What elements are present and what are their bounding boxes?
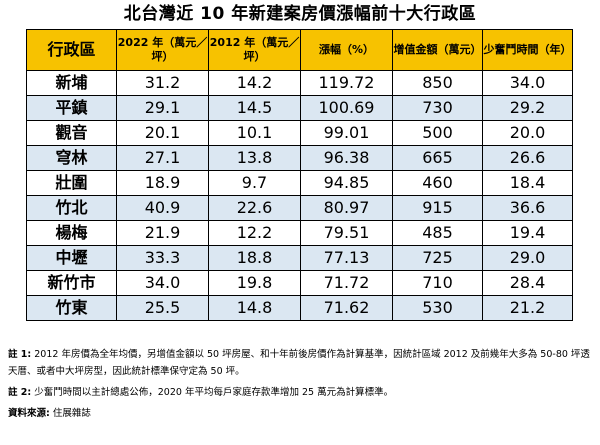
district-cell: 新竹市 (26, 270, 117, 296)
increase-rate-cell: 71.72 (300, 270, 393, 296)
table-body: 新埔 31.2 14.2 119.72 850 34.0 平鎮 29.1 14.5 100.69 7… (26, 70, 573, 321)
increase-rate-cell: 94.85 (300, 170, 393, 196)
value-gain-cell: 500 (392, 120, 483, 146)
price-2012-cell: 14.2 (208, 70, 301, 96)
increase-rate-cell: 119.72 (300, 70, 393, 96)
district-cell: 竹東 (26, 295, 117, 321)
district-cell: 觀音 (26, 120, 117, 146)
increase-rate-cell: 100.69 (300, 95, 393, 121)
value-gain-cell: 725 (392, 245, 483, 271)
price-2022-cell: 18.9 (116, 170, 209, 196)
header-price-2012: 2012 年（萬元／坪） (208, 29, 301, 71)
years-saved-cell: 29.0 (482, 245, 573, 271)
price-2012-cell: 22.6 (208, 195, 301, 221)
district-cell: 平鎮 (26, 95, 117, 121)
price-2022-cell: 27.1 (116, 145, 209, 171)
table-row: 新竹市 34.0 19.8 71.72 710 28.4 (26, 270, 573, 296)
source-text: 住展雜誌 (52, 408, 91, 419)
page-title: 北台灣近 10 年新建案房價漲幅前十大行政區 (123, 4, 477, 24)
value-gain-cell: 485 (392, 220, 483, 246)
years-saved-cell: 28.4 (482, 270, 573, 296)
table-row: 中壢 33.3 18.8 77.13 725 29.0 (26, 245, 573, 271)
table-row: 竹北 40.9 22.6 80.97 915 36.6 (26, 195, 573, 221)
district-cell: 穹林 (26, 145, 117, 171)
years-saved-cell: 29.2 (482, 95, 573, 121)
header-value-gain: 增值金額（萬元） (392, 29, 483, 71)
value-gain-cell: 710 (392, 270, 483, 296)
price-increase-table: 行政區 2022 年（萬元／坪） 2012 年（萬元／坪） 漲幅（%） 增值金額… (26, 29, 573, 321)
district-cell: 竹北 (26, 195, 117, 221)
footnote-2-text: 少奮鬥時間以主計總處公佈，2020 年平均每戶家庭存款準增加 25 萬元為計算標… (34, 387, 394, 398)
price-2012-cell: 19.8 (208, 270, 301, 296)
increase-rate-cell: 71.62 (300, 295, 393, 321)
years-saved-cell: 20.0 (482, 120, 573, 146)
source-label: 資料來源: (8, 408, 50, 419)
price-2022-cell: 34.0 (116, 270, 209, 296)
value-gain-cell: 730 (392, 95, 483, 121)
header-increase-rate: 漲幅（%） (300, 29, 393, 71)
price-2012-cell: 13.8 (208, 145, 301, 171)
price-2022-cell: 20.1 (116, 120, 209, 146)
price-2012-cell: 14.5 (208, 95, 301, 121)
footnotes: 註 1: 2012 年房價為全年均價，另增值金額以 50 坪房屋、和十年前後房價… (8, 346, 594, 422)
increase-rate-cell: 80.97 (300, 195, 393, 221)
footnote-2-label: 註 2: (8, 387, 32, 398)
table-row: 新埔 31.2 14.2 119.72 850 34.0 (26, 70, 573, 96)
table-header-row: 行政區 2022 年（萬元／坪） 2012 年（萬元／坪） 漲幅（%） 增值金額… (26, 29, 573, 71)
increase-rate-cell: 99.01 (300, 120, 393, 146)
header-years-saved: 少奮鬥時間（年） (482, 29, 573, 71)
price-2022-cell: 21.9 (116, 220, 209, 246)
value-gain-cell: 530 (392, 295, 483, 321)
price-2012-cell: 9.7 (208, 170, 301, 196)
district-cell: 中壢 (26, 245, 117, 271)
table-row: 壯圍 18.9 9.7 94.85 460 18.4 (26, 170, 573, 196)
table-row: 平鎮 29.1 14.5 100.69 730 29.2 (26, 95, 573, 121)
years-saved-cell: 18.4 (482, 170, 573, 196)
years-saved-cell: 34.0 (482, 70, 573, 96)
years-saved-cell: 21.2 (482, 295, 573, 321)
price-2012-cell: 18.8 (208, 245, 301, 271)
price-2022-cell: 25.5 (116, 295, 209, 321)
table-row: 觀音 20.1 10.1 99.01 500 20.0 (26, 120, 573, 146)
value-gain-cell: 915 (392, 195, 483, 221)
table-row: 竹東 25.5 14.8 71.62 530 21.2 (26, 295, 573, 321)
price-2022-cell: 40.9 (116, 195, 209, 221)
price-2012-cell: 12.2 (208, 220, 301, 246)
increase-rate-cell: 96.38 (300, 145, 393, 171)
value-gain-cell: 850 (392, 70, 483, 96)
increase-rate-cell: 77.13 (300, 245, 393, 271)
years-saved-cell: 19.4 (482, 220, 573, 246)
price-2012-cell: 14.8 (208, 295, 301, 321)
header-district: 行政區 (26, 29, 117, 71)
table-row: 楊梅 21.9 12.2 79.51 485 19.4 (26, 220, 573, 246)
price-2012-cell: 10.1 (208, 120, 301, 146)
price-2022-cell: 33.3 (116, 245, 209, 271)
district-cell: 新埔 (26, 70, 117, 96)
footnote-1-text: 2012 年房價為全年均價，另增值金額以 50 坪房屋、和十年前後房價作為計算基… (8, 349, 590, 377)
footnote-1: 註 1: 2012 年房價為全年均價，另增值金額以 50 坪房屋、和十年前後房價… (8, 346, 594, 380)
footnote-1-label: 註 1: (8, 349, 32, 360)
footnote-2: 註 2: 少奮鬥時間以主計總處公佈，2020 年平均每戶家庭存款準增加 25 萬… (8, 384, 594, 401)
value-gain-cell: 460 (392, 170, 483, 196)
table-row: 穹林 27.1 13.8 96.38 665 26.6 (26, 145, 573, 171)
price-2022-cell: 29.1 (116, 95, 209, 121)
header-price-2022: 2022 年（萬元／坪） (116, 29, 209, 71)
district-cell: 壯圍 (26, 170, 117, 196)
years-saved-cell: 26.6 (482, 145, 573, 171)
district-cell: 楊梅 (26, 220, 117, 246)
years-saved-cell: 36.6 (482, 195, 573, 221)
source-note: 資料來源: 住展雜誌 (8, 405, 594, 422)
increase-rate-cell: 79.51 (300, 220, 393, 246)
value-gain-cell: 665 (392, 145, 483, 171)
price-2022-cell: 31.2 (116, 70, 209, 96)
